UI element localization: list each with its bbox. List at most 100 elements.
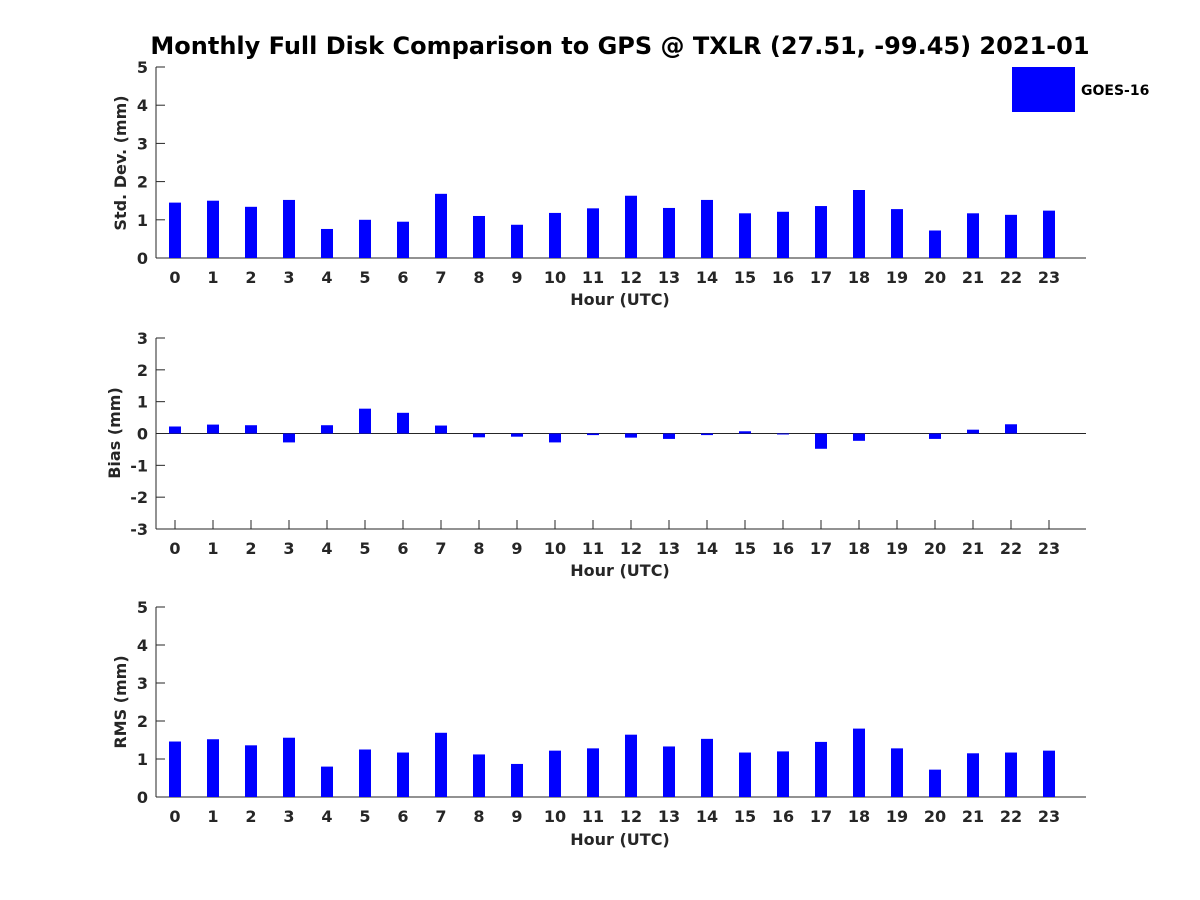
std-dev-bar bbox=[1043, 210, 1055, 258]
std-dev-bar bbox=[245, 206, 257, 258]
bias-bar bbox=[283, 433, 295, 443]
std-dev-x-tick-label: 4 bbox=[321, 268, 332, 287]
rms-x-tick-label: 22 bbox=[1000, 807, 1022, 826]
rms-y-tick-label: 3 bbox=[137, 674, 148, 693]
bias-y-tick-label: -3 bbox=[130, 520, 148, 539]
std-dev-x-tick-label: 19 bbox=[886, 268, 908, 287]
std-dev-x-tick-label: 5 bbox=[359, 268, 370, 287]
std-dev-bar bbox=[891, 209, 903, 258]
bias-bar bbox=[169, 426, 181, 434]
rms-x-tick-label: 14 bbox=[696, 807, 718, 826]
bias-x-tick-label: 23 bbox=[1038, 539, 1060, 558]
bias-bar bbox=[207, 424, 219, 434]
rms-ylabel: RMS (mm) bbox=[111, 655, 130, 748]
rms-x-tick-label: 12 bbox=[620, 807, 642, 826]
bias-bar bbox=[1005, 424, 1017, 434]
bias-x-tick-label: 5 bbox=[359, 539, 370, 558]
rms-y-tick-label: 0 bbox=[137, 788, 148, 807]
rms-x-tick-label: 18 bbox=[848, 807, 870, 826]
bias-bar bbox=[967, 429, 979, 434]
std-dev-x-tick-label: 11 bbox=[582, 268, 604, 287]
bias-y-tick-label: -2 bbox=[130, 488, 148, 507]
bias-bar bbox=[853, 433, 865, 441]
rms-bar bbox=[625, 734, 637, 797]
rms-bar bbox=[587, 748, 599, 797]
std-dev-y-tick-label: 1 bbox=[137, 211, 148, 230]
rms-x-tick-label: 1 bbox=[207, 807, 218, 826]
std-dev-y-tick-label: 0 bbox=[137, 249, 148, 268]
std-dev-bar bbox=[929, 230, 941, 258]
std-dev-bar bbox=[321, 228, 333, 258]
bias-bar bbox=[587, 433, 599, 436]
bias-x-tick-label: 14 bbox=[696, 539, 718, 558]
rms-bar bbox=[169, 741, 181, 797]
std-dev-x-tick-label: 13 bbox=[658, 268, 680, 287]
std-dev-x-tick-label: 16 bbox=[772, 268, 794, 287]
rms-bar bbox=[777, 751, 789, 797]
rms-x-tick-label: 3 bbox=[283, 807, 294, 826]
rms-bar bbox=[663, 746, 675, 797]
bias-x-tick-label: 10 bbox=[544, 539, 566, 558]
std-dev-x-tick-label: 12 bbox=[620, 268, 642, 287]
rms-x-tick-label: 23 bbox=[1038, 807, 1060, 826]
rms-bar bbox=[967, 753, 979, 797]
std-dev-bar bbox=[587, 208, 599, 258]
rms-x-tick-label: 16 bbox=[772, 807, 794, 826]
rms-bar bbox=[1043, 750, 1055, 797]
bias-bar bbox=[701, 433, 713, 436]
bias-x-tick-label: 17 bbox=[810, 539, 832, 558]
bias-x-tick-label: 18 bbox=[848, 539, 870, 558]
rms-y-tick-label: 4 bbox=[137, 636, 148, 655]
rms-bar bbox=[397, 752, 409, 797]
std-dev-bar bbox=[625, 195, 637, 258]
rms-bar bbox=[359, 749, 371, 797]
bias-bar bbox=[321, 425, 333, 434]
rms-bar bbox=[853, 728, 865, 797]
std-dev-bar bbox=[511, 224, 523, 258]
bias-x-tick-label: 0 bbox=[169, 539, 180, 558]
bias-x-tick-label: 19 bbox=[886, 539, 908, 558]
rms-bar bbox=[245, 745, 257, 797]
bias-y-tick-label: -1 bbox=[130, 456, 148, 475]
std-dev-bar bbox=[701, 199, 713, 258]
bias-bar bbox=[473, 433, 485, 438]
rms-y-tick-label: 5 bbox=[137, 598, 148, 617]
rms-x-tick-label: 10 bbox=[544, 807, 566, 826]
bias-x-tick-label: 11 bbox=[582, 539, 604, 558]
bias-x-tick-label: 20 bbox=[924, 539, 946, 558]
std-dev-bar bbox=[549, 212, 561, 258]
bias-bar bbox=[663, 433, 675, 439]
rms-bar bbox=[283, 737, 295, 797]
std-dev-bar bbox=[739, 213, 751, 258]
std-dev-bar bbox=[815, 206, 827, 258]
bias-bar bbox=[625, 433, 637, 438]
bias-x-tick-label: 21 bbox=[962, 539, 984, 558]
std-dev-bar bbox=[435, 193, 447, 258]
rms-x-tick-label: 2 bbox=[245, 807, 256, 826]
bias-y-tick-label: 2 bbox=[137, 361, 148, 380]
bias-x-tick-label: 15 bbox=[734, 539, 756, 558]
rms-bar bbox=[815, 741, 827, 797]
rms-bar bbox=[929, 769, 941, 797]
bias-x-tick-label: 3 bbox=[283, 539, 294, 558]
legend: GOES-16 bbox=[1012, 67, 1149, 112]
std-dev-x-tick-label: 14 bbox=[696, 268, 718, 287]
std-dev-bar bbox=[853, 190, 865, 258]
std-dev-x-tick-label: 17 bbox=[810, 268, 832, 287]
bias-y-tick-label: 0 bbox=[137, 425, 148, 444]
bias-ylabel: Bias (mm) bbox=[105, 387, 124, 479]
rms-bar bbox=[891, 748, 903, 797]
bias-bar bbox=[245, 425, 257, 434]
bias-bar bbox=[359, 408, 371, 434]
bias-bar bbox=[511, 433, 523, 437]
std-dev-bar bbox=[283, 199, 295, 258]
std-dev-bar bbox=[397, 221, 409, 258]
rms-bar bbox=[1005, 752, 1017, 797]
std-dev-x-tick-label: 23 bbox=[1038, 268, 1060, 287]
rms-bar bbox=[549, 750, 561, 797]
std-dev-bar bbox=[169, 202, 181, 258]
std-dev-y-tick-label: 2 bbox=[137, 173, 148, 192]
